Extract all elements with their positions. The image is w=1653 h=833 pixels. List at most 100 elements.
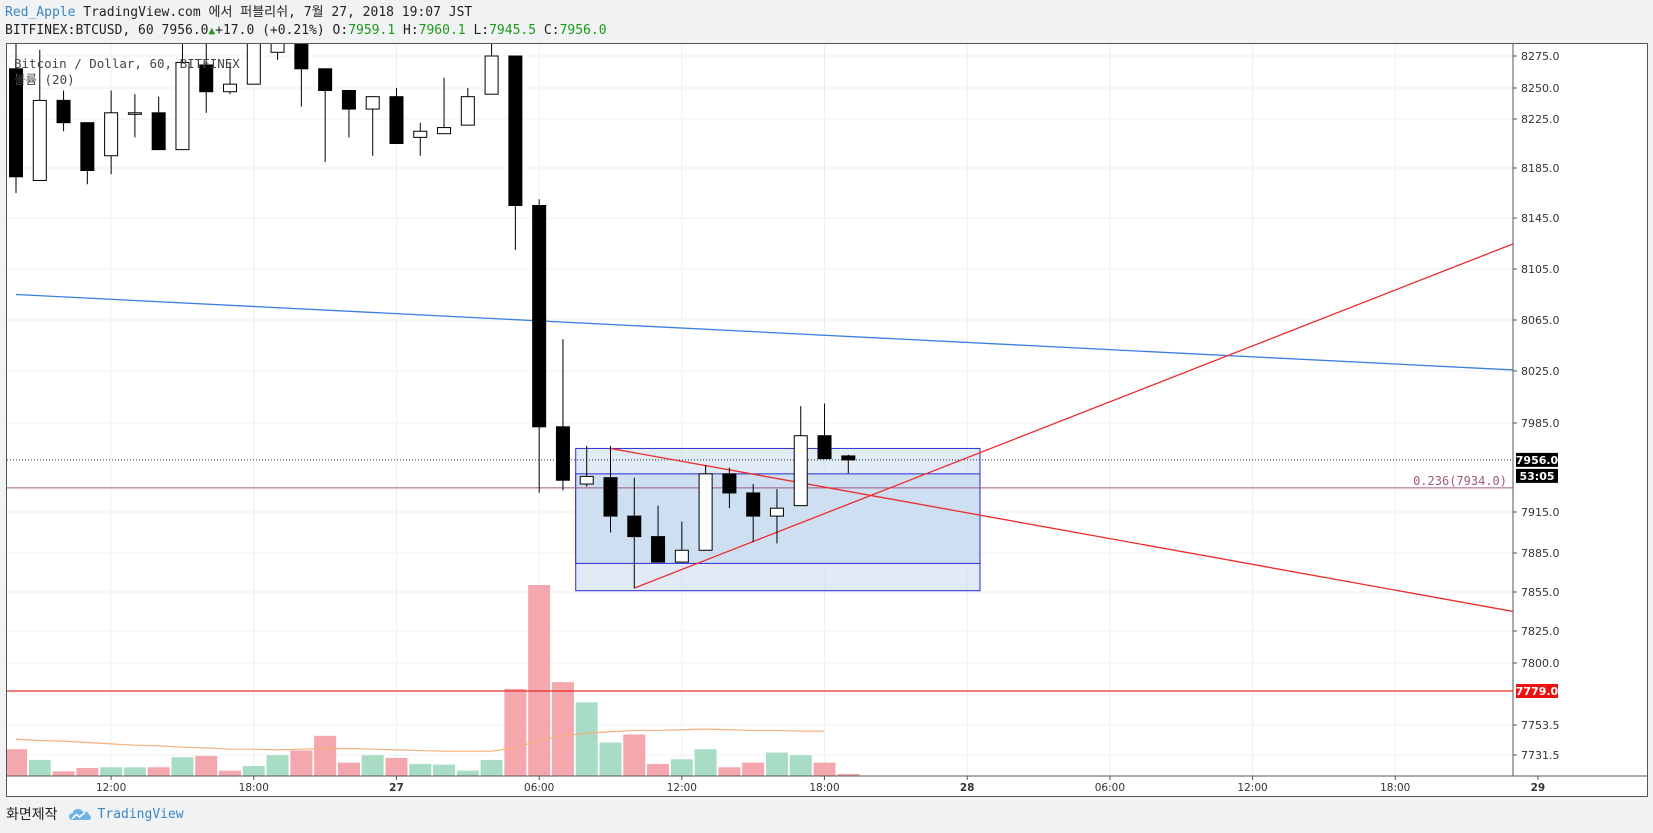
volume-bar: [647, 763, 670, 776]
volume-bar: [837, 773, 860, 776]
low-value: 7945.5: [489, 23, 537, 38]
low-label: L:: [473, 23, 490, 38]
candle-body: [413, 130, 428, 138]
candle-body: [9, 68, 23, 178]
candle: [532, 199, 547, 493]
candle-body: [437, 127, 452, 135]
ohlc-line: BITFINEX:BTCUSD, 60 7956.0▲+17.0 (+0.21%…: [5, 22, 1653, 40]
author-link[interactable]: Red_Apple: [5, 5, 76, 20]
volume-bar: [147, 767, 170, 776]
candle: [341, 89, 356, 138]
chart-frame[interactable]: [6, 43, 1648, 797]
blue-trendline: [15, 293, 1513, 371]
brand[interactable]: TradingView: [68, 807, 184, 822]
price-tick-label: 8275.0: [1521, 50, 1560, 63]
volume-bar: [528, 585, 551, 776]
volume-bar: [361, 755, 384, 776]
volume-bar: [290, 750, 313, 776]
support-price-badge-bg: [1516, 684, 1558, 698]
price-tick-label: 7825.0: [1521, 625, 1560, 638]
candle-body: [746, 492, 761, 517]
candle: [389, 88, 404, 144]
high-value: 7960.1: [418, 23, 466, 38]
tradingview-cloud-icon: [68, 809, 91, 820]
candle-body: [651, 536, 666, 563]
candle-body: [841, 455, 856, 461]
candle-body: [389, 96, 404, 144]
candle-body: [223, 83, 238, 93]
time-tick-label: 12:00: [1237, 782, 1267, 794]
candle-body: [579, 475, 594, 485]
volume-bar: [504, 688, 527, 776]
time-tick-label: 18:00: [239, 782, 269, 794]
chart-header: Red_Apple TradingView.com 에서 퍼블리쉬, 7월 27…: [5, 4, 1653, 40]
close-label: C:: [543, 23, 560, 38]
last-price: 7956.0: [161, 23, 209, 38]
price-tick-label: 7985.0: [1521, 417, 1560, 430]
candle: [651, 505, 666, 563]
candle-body: [769, 507, 784, 517]
candle: [437, 77, 452, 135]
volume-bar: [123, 767, 146, 776]
volume-bar: [433, 764, 456, 776]
candle: [56, 90, 71, 132]
price-tick-label: 7915.0: [1521, 506, 1560, 519]
candle-body: [104, 112, 119, 157]
symbol-label: BITFINEX:BTCUSD, 60: [5, 23, 154, 38]
candle: [603, 445, 618, 533]
volume-bar: [789, 755, 812, 776]
volume-bar: [219, 770, 242, 776]
candle: [318, 68, 333, 162]
candle: [817, 403, 832, 460]
candle: [674, 521, 689, 563]
volume-bar: [599, 742, 622, 776]
candle: [32, 49, 47, 181]
countdown-badge-bg: [1516, 468, 1558, 483]
candle: [841, 454, 856, 474]
candle: [579, 445, 594, 487]
candle-body: [532, 205, 547, 428]
price-tick-label: 7855.0: [1521, 586, 1560, 599]
price-tick-label: 8025.0: [1521, 365, 1560, 378]
candle-body: [127, 112, 142, 115]
candle: [484, 44, 499, 95]
candle-body: [151, 112, 166, 151]
candle-body: [175, 61, 190, 151]
range-box-inner: [575, 473, 981, 564]
volume-bar: [575, 702, 598, 776]
candle-body: [365, 96, 380, 110]
candle: [151, 96, 166, 151]
price-tick-label: 7753.5: [1521, 719, 1560, 732]
volume-bar: [623, 734, 646, 776]
candle-body: [817, 435, 832, 460]
volume-bar: [409, 763, 432, 776]
price-tick-label: 8225.0: [1521, 113, 1560, 126]
volume-bar: [765, 752, 788, 776]
candle: [698, 464, 713, 551]
publish-info: TradingView.com 에서 퍼블리쉬, 7월 27, 2018 19:…: [83, 5, 473, 20]
candle-body: [722, 473, 737, 494]
last-price-badge: 7956.0: [1516, 454, 1559, 467]
candle-body: [318, 68, 333, 91]
candle: [793, 406, 808, 507]
open-value: 7959.1: [348, 23, 396, 38]
candle: [460, 88, 475, 126]
candle: [769, 489, 784, 544]
candle-body: [341, 89, 356, 110]
price-tick-label: 8250.0: [1521, 82, 1560, 95]
volume-bar: [314, 735, 337, 776]
volume-bar: [52, 771, 75, 776]
price-tick-label: 7885.0: [1521, 547, 1560, 560]
price-tick-label: 8185.0: [1521, 162, 1560, 175]
volume-bar: [742, 762, 765, 776]
volume-bar: [28, 759, 51, 776]
candle: [746, 484, 761, 543]
volume-bar: [171, 757, 194, 776]
volume-bar: [100, 767, 123, 776]
fib-level-label: 0.236(7934.0): [1413, 474, 1507, 488]
price-tick-label: 8145.0: [1521, 212, 1560, 225]
made-by-label: 화면제작: [6, 807, 58, 823]
time-tick-label: 06:00: [1095, 782, 1125, 794]
volume-bar: [480, 759, 503, 776]
